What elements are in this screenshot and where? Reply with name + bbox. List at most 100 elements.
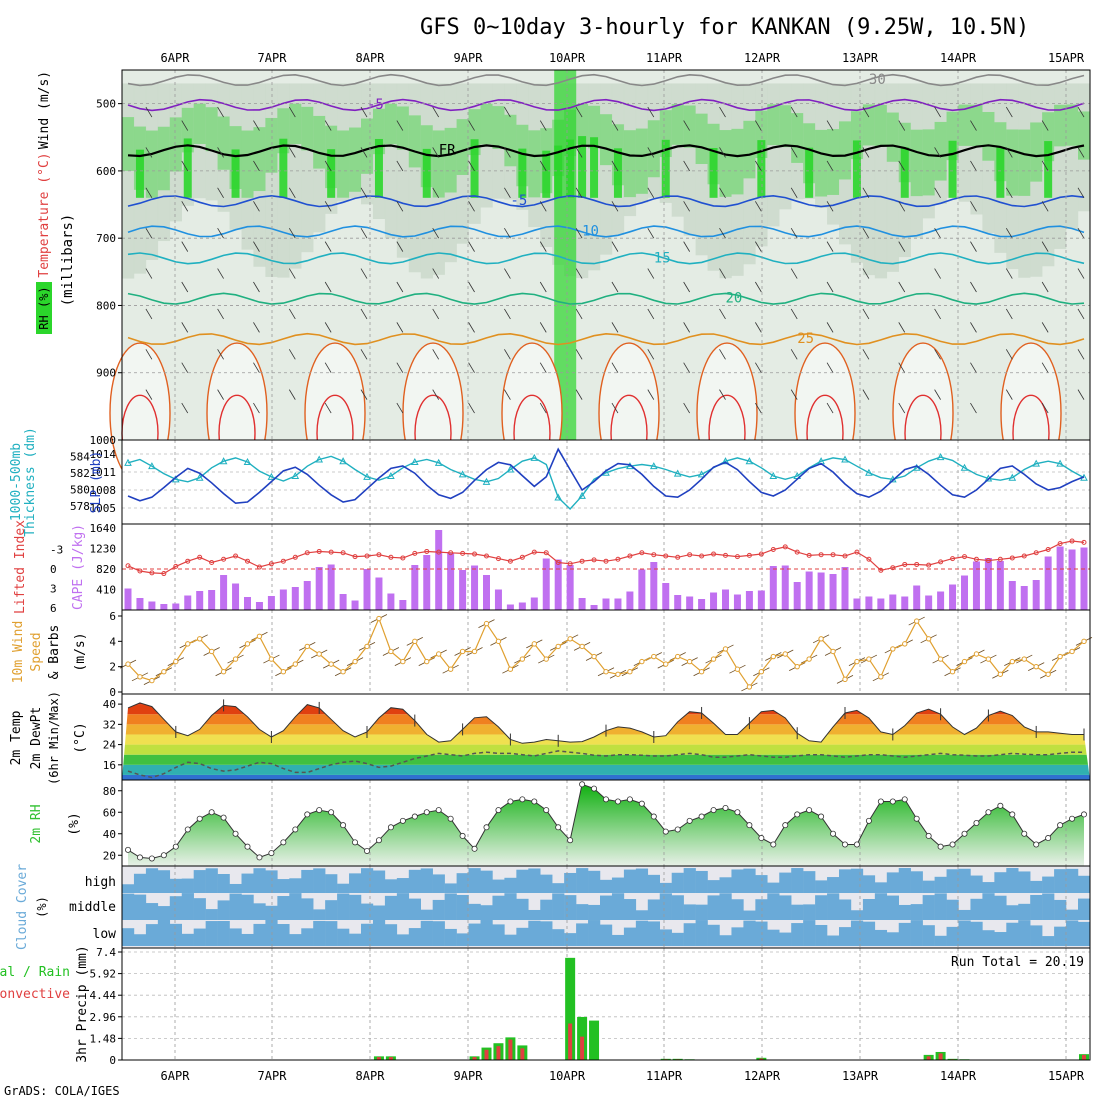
wind-barb	[396, 201, 404, 212]
cloud-cell	[432, 921, 445, 946]
wind-barb	[898, 322, 906, 333]
rh-marker	[1021, 830, 1028, 837]
rh-band-mid	[384, 103, 398, 145]
precip-convective-bar	[520, 1048, 525, 1060]
wind-marker	[495, 638, 502, 645]
lifted-tick-label: 3	[50, 583, 57, 596]
wind-barb	[253, 201, 260, 212]
wind-barb	[934, 106, 941, 118]
cloud-cell	[157, 906, 171, 920]
rh-marker	[208, 809, 215, 816]
wind-marker	[1081, 638, 1087, 645]
lifted-marker	[543, 550, 549, 556]
wind-barb	[1005, 147, 1013, 158]
date-label-bottom: 15APR	[1048, 1069, 1085, 1083]
wind-barb	[360, 349, 368, 360]
wind-barb	[1041, 201, 1049, 212]
wind-barb	[898, 402, 906, 414]
wind-barb	[253, 322, 260, 333]
wind-marker	[244, 641, 251, 647]
cloud-cell	[396, 893, 410, 920]
lifted-marker	[711, 551, 717, 557]
wind-barb	[575, 268, 583, 279]
cloud-cell	[635, 910, 649, 920]
cloud-cell	[504, 893, 517, 920]
wind-marker	[208, 648, 215, 655]
wind-barb	[360, 147, 368, 158]
rh-marker	[1009, 811, 1016, 818]
cloud-cell	[516, 927, 529, 946]
cloud-cell	[683, 868, 696, 893]
cloud-cell	[1066, 868, 1079, 893]
wind-barb	[934, 268, 941, 279]
cape-bar	[996, 561, 1004, 610]
rh-band-mid	[480, 103, 493, 145]
cloud-level-label: low	[93, 927, 117, 942]
cloud-cell	[600, 879, 613, 893]
rh-band-mid	[349, 127, 362, 192]
wind-barb	[145, 147, 153, 158]
rh-band-mid	[217, 116, 230, 170]
rh-marker	[280, 839, 287, 846]
temperature-axis-label: Temperature (°C)	[37, 152, 52, 277]
cloud-cell	[994, 932, 1007, 946]
cloud-cell	[707, 895, 720, 920]
cape-bar	[877, 598, 885, 610]
rh-column-10apr	[554, 70, 577, 440]
cloud-cell	[994, 895, 1007, 920]
wind-marker	[794, 663, 800, 670]
wind-barb	[790, 308, 798, 320]
lifted-marker	[484, 553, 489, 559]
wind-barb	[647, 147, 655, 158]
date-label-bottom: 8APR	[356, 1069, 386, 1083]
thickness-line	[127, 455, 1085, 511]
cloud-cell	[133, 873, 147, 893]
rh-band-mid	[396, 106, 410, 150]
cloud-cell	[313, 920, 326, 946]
wind-barb	[217, 147, 224, 158]
cape-bar	[853, 598, 861, 610]
lifted-marker	[173, 563, 179, 569]
cloud-cell	[671, 895, 684, 920]
wind-marker	[806, 656, 812, 662]
wind-barb	[970, 322, 977, 333]
precip-convective-bar	[759, 1058, 764, 1060]
lifted-marker	[495, 556, 501, 562]
cloud-cell	[683, 904, 696, 920]
cape-tick-label: 1230	[90, 543, 117, 556]
wind-barb	[1077, 187, 1085, 199]
thickness-marker	[148, 462, 156, 470]
wind-marker	[591, 653, 597, 660]
rh-band-dark	[327, 149, 336, 198]
rh-marker	[961, 830, 968, 837]
cloud-cell	[492, 895, 505, 920]
precip-legend-convective: Convective	[0, 987, 70, 1002]
rh-marker	[830, 830, 837, 837]
wind-marker	[1045, 671, 1051, 677]
precip-convective-bar	[580, 1036, 585, 1060]
cloud-cell	[145, 924, 159, 946]
wind-marker	[1033, 663, 1039, 670]
date-label-bottom: 9APR	[454, 1069, 484, 1083]
cloud-cell	[337, 883, 350, 893]
thickness-marker	[936, 453, 945, 461]
thickness-marker	[482, 477, 491, 485]
cloud-cell	[122, 884, 135, 893]
wind-marker	[531, 641, 537, 647]
cloud-cell	[1066, 909, 1079, 920]
wind-marker	[424, 658, 430, 665]
wind-barb	[898, 160, 906, 172]
cloud-cell	[1078, 921, 1091, 946]
rh-marker	[399, 817, 406, 824]
cloud-cell	[671, 872, 684, 893]
cloud-cell	[671, 932, 684, 946]
lifted-marker	[842, 553, 848, 559]
precip-convective-bar	[938, 1053, 943, 1060]
wind-marker	[256, 633, 263, 639]
rh-marker	[722, 804, 729, 811]
cape-bar	[889, 594, 897, 610]
cloud-cell	[1042, 893, 1055, 920]
cloud-cell	[408, 928, 421, 946]
precip-convective-bar	[388, 1057, 393, 1060]
lifted-marker	[567, 561, 573, 567]
